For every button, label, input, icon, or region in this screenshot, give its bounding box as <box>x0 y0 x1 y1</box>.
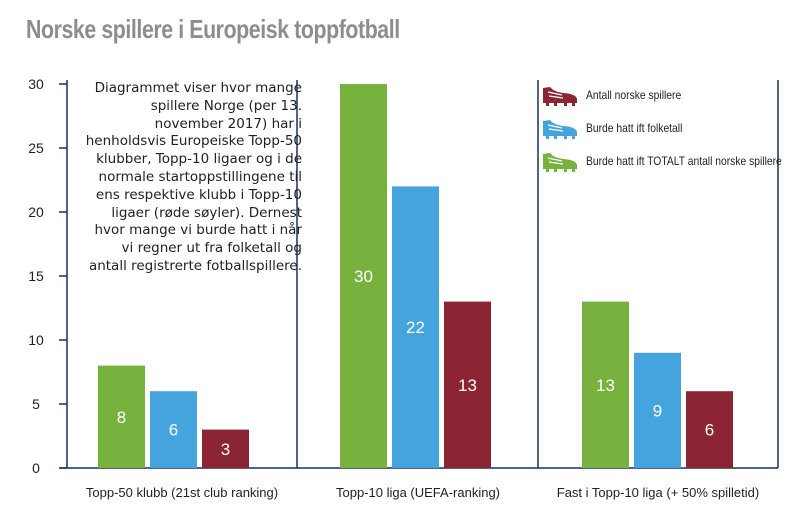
data-label: 13 <box>596 376 615 395</box>
y-tick-label: 10 <box>28 332 44 348</box>
data-label: 30 <box>354 267 373 286</box>
y-tick-label: 5 <box>32 396 40 412</box>
bar <box>98 365 145 468</box>
data-label: 22 <box>406 318 425 337</box>
legend-item-totalt: Burde hatt ift TOTALT antall norske spil… <box>540 150 800 172</box>
legend-label: Burde hatt ift TOTALT antall norske spil… <box>586 154 782 168</box>
bar <box>202 429 249 468</box>
football-boot-icon <box>543 120 577 139</box>
bar <box>340 84 387 468</box>
data-label: 9 <box>653 401 662 420</box>
data-label: 3 <box>221 440 230 459</box>
y-tick-label: 0 <box>32 460 40 476</box>
legend-item-folketall: Burde hatt ift folketall <box>540 117 800 139</box>
category-label: Topp-10 liga (UEFA-ranking) <box>336 485 500 500</box>
legend-label: Burde hatt ift folketall <box>586 121 683 135</box>
chart-description: Diagrammet viser hvor mange spillere Nor… <box>85 80 302 274</box>
data-label: 13 <box>458 376 477 395</box>
data-label: 6 <box>169 421 178 440</box>
bar <box>582 301 629 468</box>
category-label: Fast i Topp-10 liga (+ 50% spilletid) <box>557 485 759 500</box>
legend-label: Antall norske spillere <box>586 88 682 102</box>
y-tick-label: 15 <box>28 268 44 284</box>
chart-title: Norske spillere i Europeisk toppfotball <box>26 14 400 44</box>
bar <box>392 186 439 468</box>
y-tick-label: 25 <box>28 140 44 156</box>
bar <box>634 352 681 468</box>
data-label: 6 <box>705 421 714 440</box>
football-boot-icon <box>543 87 577 106</box>
legend: Antall norske spillere Burde hatt ift fo… <box>540 84 800 183</box>
bar <box>686 391 733 468</box>
bar <box>150 391 197 468</box>
legend-item-antall: Antall norske spillere <box>540 84 800 106</box>
y-tick-label: 20 <box>28 204 44 220</box>
data-label: 8 <box>117 408 126 427</box>
category-label: Topp-50 klubb (21st club ranking) <box>86 485 278 500</box>
bar <box>444 301 491 468</box>
y-tick-label: 30 <box>28 76 44 92</box>
football-boot-icon <box>543 153 577 172</box>
